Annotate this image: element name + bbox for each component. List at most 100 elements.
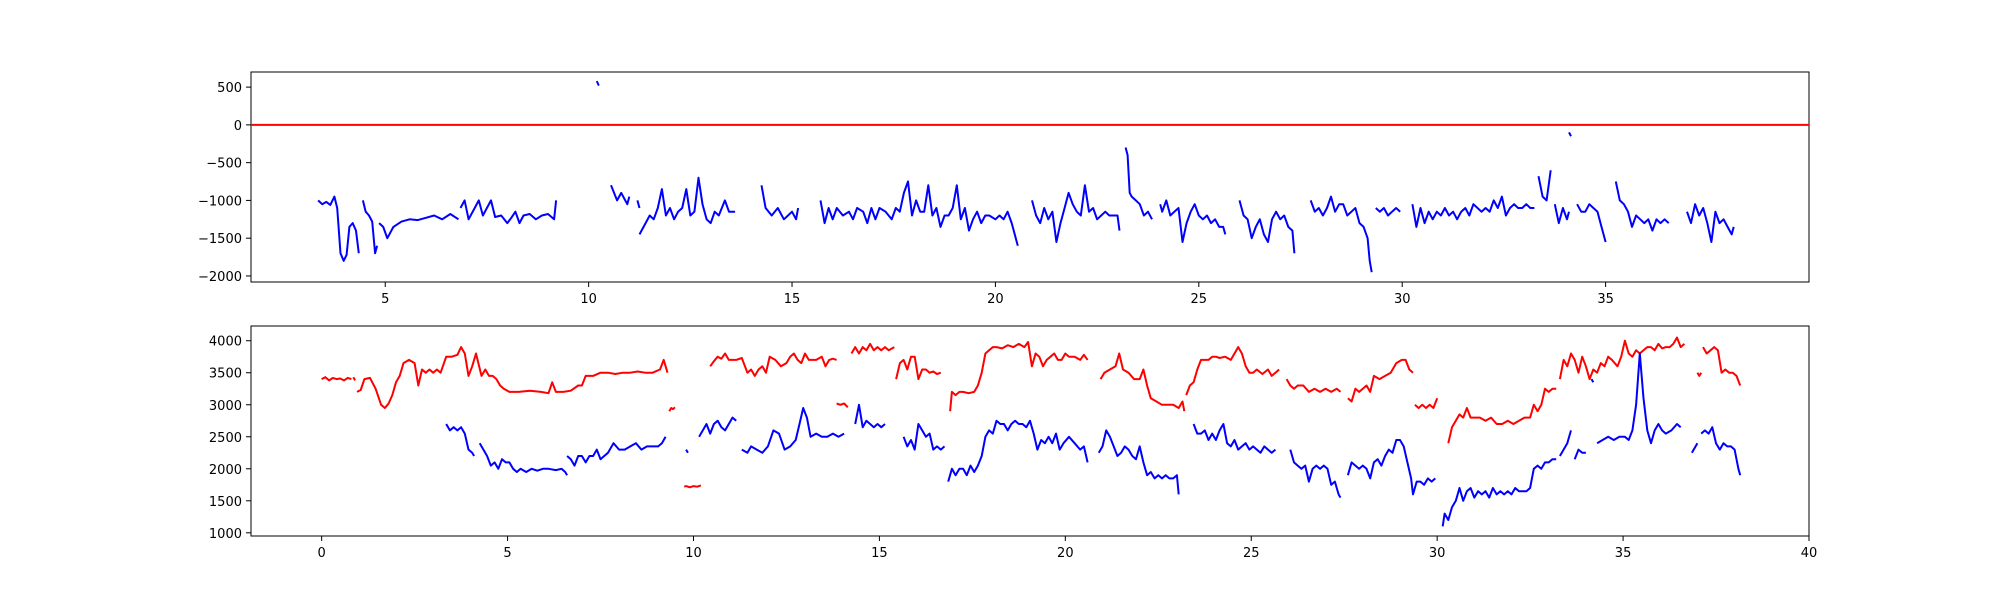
bottom-series-1-segment-15 xyxy=(1573,448,1586,460)
bottom-series-0-segment-17 xyxy=(1696,372,1703,377)
top-series-0-segment-22 xyxy=(1686,203,1735,243)
top-series-0-segment-1 xyxy=(361,200,379,255)
bottom-x-tick-label: 10 xyxy=(685,546,702,561)
top-series-0-segment-14 xyxy=(1309,195,1373,273)
bottom-x-tick-label: 25 xyxy=(1243,546,1260,561)
top-series-0-segment-0 xyxy=(317,195,360,262)
top-series-0-segment-5 xyxy=(610,184,631,206)
top-series-0-segment-8 xyxy=(760,185,800,221)
bottom-series-0-segment-10 xyxy=(1099,352,1186,412)
bottom-x-tick-label: 40 xyxy=(1801,546,1818,561)
top-x-tick-label: 35 xyxy=(1597,292,1614,307)
bottom-series-0-segment-5 xyxy=(709,352,837,377)
bottom-series-1-segment-6 xyxy=(854,403,886,429)
bottom-series-0-segment-13 xyxy=(1347,358,1414,403)
bottom-series-1-segment-2 xyxy=(566,436,667,467)
top-y-tick-label: 500 xyxy=(217,81,242,96)
bottom-series-0-segment-11 xyxy=(1185,346,1280,396)
top-series-0-segment-17 xyxy=(1537,170,1552,202)
bottom-chart-panel: 0 5 10 15 20 25 30 35 40 4000 3500 3000 2500 2000 150… xyxy=(209,325,1818,561)
top-x-tick-label: 10 xyxy=(580,292,597,307)
top-series-0-segment-13 xyxy=(1238,200,1296,254)
bottom-x-tick-label: 35 xyxy=(1615,546,1632,561)
bottom-x-tick-label: 0 xyxy=(318,546,326,561)
bottom-chart-frame xyxy=(250,325,1810,537)
bottom-series-0-segment-1 xyxy=(352,376,356,381)
bottom-series-1-segment-12 xyxy=(1346,439,1436,496)
top-series-0-segment-3 xyxy=(459,199,558,225)
bottom-series-1-segment-7 xyxy=(902,423,946,451)
bottom-y-tick-label: 2500 xyxy=(209,431,242,446)
top-series-0-segment-15 xyxy=(1375,207,1401,217)
bottom-series-0-segment-4 xyxy=(683,484,702,489)
top-x-tick-label: 30 xyxy=(1394,292,1411,307)
top-x-tick-label: 5 xyxy=(381,292,389,307)
bottom-series-1-segment-18 xyxy=(1691,442,1699,454)
bottom-series-1-segment-5 xyxy=(741,407,845,454)
bottom-series-0-segment-12 xyxy=(1285,378,1342,393)
bottom-y-tick-label: 4000 xyxy=(209,335,242,350)
bottom-series-0-segment-2 xyxy=(356,346,669,409)
top-series-0-segment-7 xyxy=(638,176,736,235)
top-x-tick-label: 25 xyxy=(1191,292,1208,307)
bottom-x-tick-label: 5 xyxy=(503,546,511,561)
bottom-series-1-segment-13 xyxy=(1441,458,1557,527)
bottom-series-1-segment-0 xyxy=(445,423,475,457)
top-x-tick-label: 20 xyxy=(987,292,1004,307)
bottom-series-0-segment-0 xyxy=(321,376,352,382)
top-chart-panel: 5 10 15 20 25 30 35 500 0 −500 −1000 −1500 −2000 xyxy=(198,71,1810,307)
top-series-0-segment-2 xyxy=(378,213,460,240)
bottom-series-1-segment-4 xyxy=(698,416,737,438)
top-series-0-segment-21 xyxy=(1614,181,1670,232)
bottom-series-0-segment-15 xyxy=(1447,387,1557,444)
bottom-series-1-segment-10 xyxy=(1192,423,1277,454)
top-series-0-segment-4 xyxy=(595,80,600,87)
bottom-series-0-segment-9 xyxy=(949,341,1089,412)
bottom-series-1-segment-14 xyxy=(1559,430,1572,457)
bottom-chart-x-axis: 0 5 10 15 20 25 30 35 40 xyxy=(318,536,1818,561)
bottom-series-1-segment-17 xyxy=(1596,352,1682,445)
top-y-tick-label: −1500 xyxy=(198,232,242,247)
top-series-0-segment-11 xyxy=(1124,147,1153,220)
bottom-chart-y-axis: 4000 3500 3000 2500 2000 1500 1000 xyxy=(209,335,251,542)
top-series-0-segment-20 xyxy=(1576,203,1607,243)
top-series-0-segment-6 xyxy=(636,200,641,209)
top-y-tick-label: −1000 xyxy=(198,194,242,209)
bottom-x-tick-label: 20 xyxy=(1057,546,1074,561)
bottom-series-0-segment-8 xyxy=(895,355,942,381)
bottom-series-1-segment-11 xyxy=(1289,449,1342,499)
top-series-0-segment-10 xyxy=(1031,184,1121,243)
top-series-0-segment-16 xyxy=(1411,195,1535,228)
bottom-y-tick-label: 3000 xyxy=(209,399,242,414)
top-series-0-segment-9 xyxy=(819,180,1019,246)
bottom-y-tick-label: 1500 xyxy=(209,495,242,510)
top-chart-frame xyxy=(250,71,1810,283)
bottom-series-1-segment-3 xyxy=(685,449,689,454)
bottom-x-tick-label: 30 xyxy=(1429,546,1446,561)
top-series-0-segment-18 xyxy=(1553,203,1570,225)
bottom-y-tick-label: 3500 xyxy=(209,367,242,382)
bottom-series-0-segment-14 xyxy=(1414,397,1439,409)
bottom-y-tick-label: 1000 xyxy=(209,527,242,542)
bottom-series-0-segment-7 xyxy=(850,342,895,355)
top-y-tick-label: −2000 xyxy=(198,270,242,285)
bottom-series-0-segment-3 xyxy=(668,406,676,412)
bottom-series-1-segment-16 xyxy=(1590,378,1595,383)
top-x-tick-label: 15 xyxy=(784,292,801,307)
bottom-chart-lines xyxy=(321,336,1742,527)
bottom-series-1-segment-9 xyxy=(1097,429,1180,495)
bottom-series-0-segment-18 xyxy=(1702,346,1742,386)
top-chart-y-axis: 500 0 −500 −1000 −1500 −2000 xyxy=(198,81,251,285)
top-series-0-segment-12 xyxy=(1159,199,1227,243)
bottom-series-1-segment-8 xyxy=(947,419,1089,482)
top-series-0-segment-19 xyxy=(1568,131,1572,137)
bottom-y-tick-label: 2000 xyxy=(209,463,242,478)
top-y-tick-label: 0 xyxy=(234,119,242,134)
bottom-series-1-segment-1 xyxy=(478,442,568,476)
top-chart-lines xyxy=(251,80,1809,273)
bottom-series-0-segment-16 xyxy=(1558,336,1686,381)
top-y-tick-label: −500 xyxy=(206,157,242,172)
bottom-series-0-segment-6 xyxy=(836,402,849,408)
